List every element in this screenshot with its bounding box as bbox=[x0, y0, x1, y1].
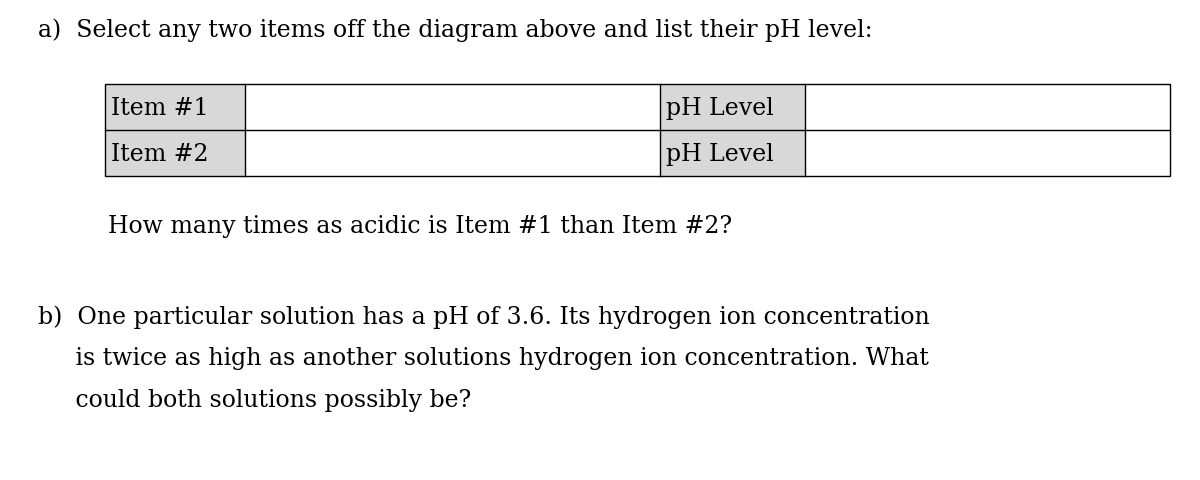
Text: could both solutions possibly be?: could both solutions possibly be? bbox=[38, 388, 472, 411]
Bar bbox=[106, 131, 245, 177]
Text: Item #1: Item #1 bbox=[112, 96, 209, 119]
Text: b)  One particular solution has a pH of 3.6. Its hydrogen ion concentration: b) One particular solution has a pH of 3… bbox=[38, 304, 930, 328]
Text: pH Level: pH Level bbox=[666, 96, 774, 119]
Bar bbox=[660, 85, 805, 131]
Text: How many times as acidic is Item #1 than Item #2?: How many times as acidic is Item #1 than… bbox=[108, 215, 732, 238]
Bar bbox=[660, 131, 805, 177]
Text: is twice as high as another solutions hydrogen ion concentration. What: is twice as high as another solutions hy… bbox=[38, 346, 929, 369]
Text: pH Level: pH Level bbox=[666, 142, 774, 165]
Text: a)  Select any two items off the diagram above and list their pH level:: a) Select any two items off the diagram … bbox=[38, 18, 872, 41]
Bar bbox=[106, 85, 1170, 177]
Text: Item #2: Item #2 bbox=[112, 142, 209, 165]
Bar bbox=[106, 85, 245, 131]
